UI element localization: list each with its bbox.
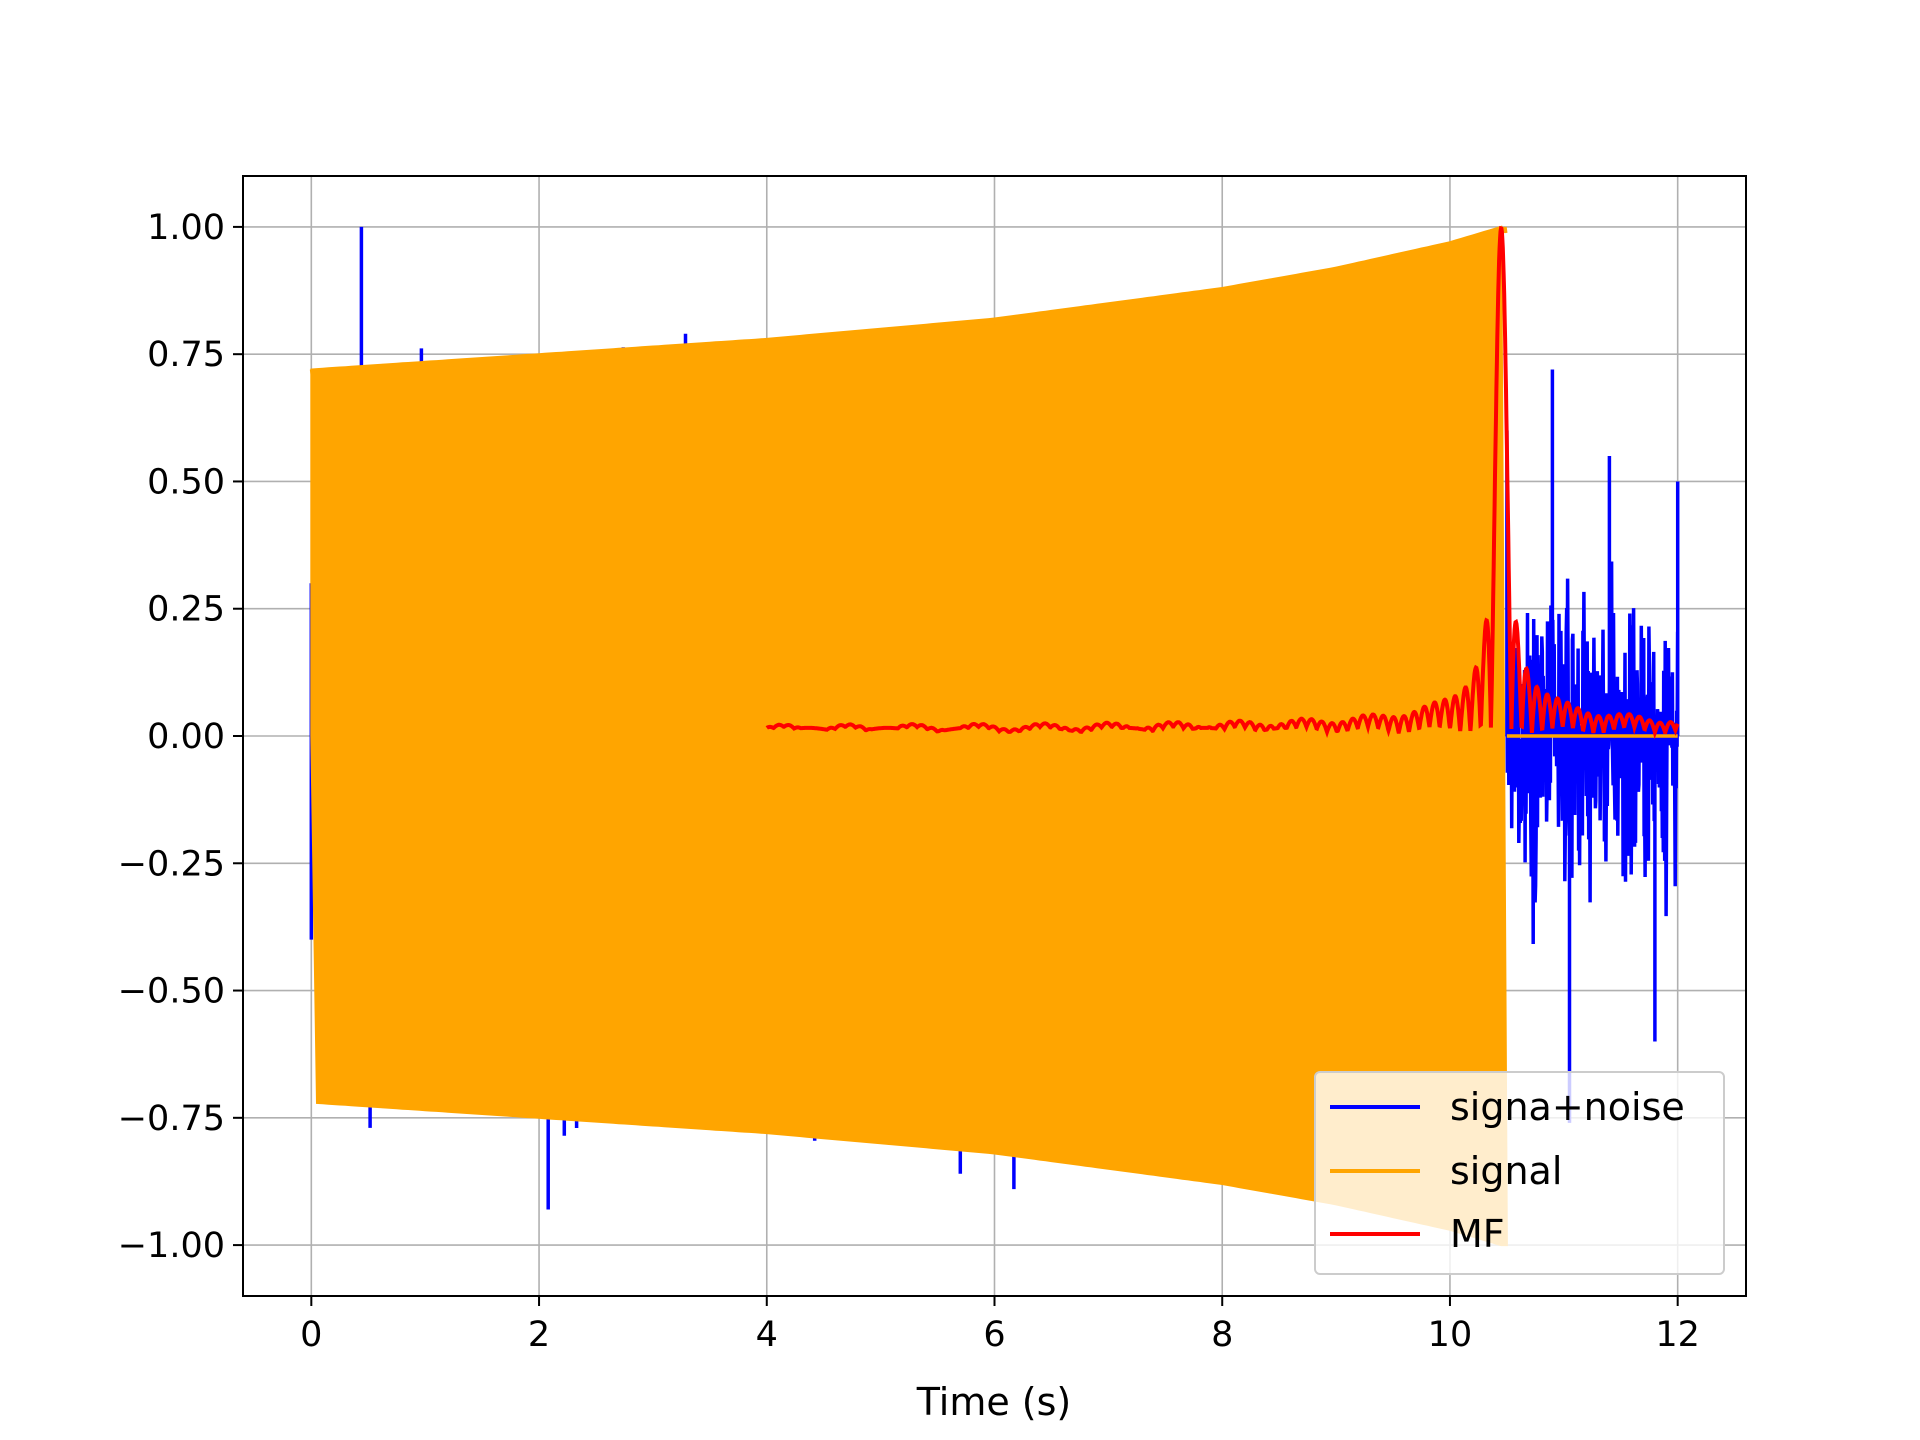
x-tick-label: 6 — [983, 1315, 1005, 1355]
mf-line — [765, 225, 1680, 740]
x-axis-label: Time (s) — [916, 1380, 1072, 1424]
y-axis: 1.00 0.75 0.50 0.25 0.00 −0.25 −0.50 −0.75 −1.00 — [118, 208, 243, 1266]
x-tick-label: 8 — [1211, 1315, 1233, 1355]
y-tick-label: −0.25 — [118, 844, 225, 884]
x-tick-label: 10 — [1428, 1315, 1473, 1355]
x-axis: 0 2 4 6 8 10 12 — [300, 1296, 1700, 1355]
series-mf — [765, 225, 1680, 740]
y-tick-label: −1.00 — [118, 1226, 225, 1266]
legend-label-signal: signal — [1450, 1149, 1562, 1193]
series-signal — [309, 225, 1678, 1247]
legend-box — [1314, 1071, 1725, 1275]
y-tick-label: −0.50 — [118, 972, 225, 1012]
y-tick-label: 0.75 — [147, 335, 225, 375]
signal-edge — [309, 226, 1508, 376]
x-tick-label: 4 — [756, 1315, 778, 1355]
y-tick-label: 0.25 — [147, 590, 225, 630]
y-tick-label: −0.75 — [118, 1099, 225, 1139]
y-tick-label: 1.00 — [147, 208, 225, 248]
legend-label-mf: MF — [1450, 1212, 1505, 1256]
y-tick-label: 0.50 — [147, 462, 225, 502]
x-tick-label: 2 — [528, 1315, 550, 1355]
y-tick-label: 0.00 — [147, 717, 225, 757]
x-tick-label: 0 — [300, 1315, 322, 1355]
plot-area — [309, 225, 1680, 1247]
x-tick-label: 12 — [1655, 1315, 1700, 1355]
legend-label-signal-noise: signa+noise — [1450, 1085, 1685, 1129]
legend: signa+noise signal MF — [1314, 1071, 1725, 1275]
